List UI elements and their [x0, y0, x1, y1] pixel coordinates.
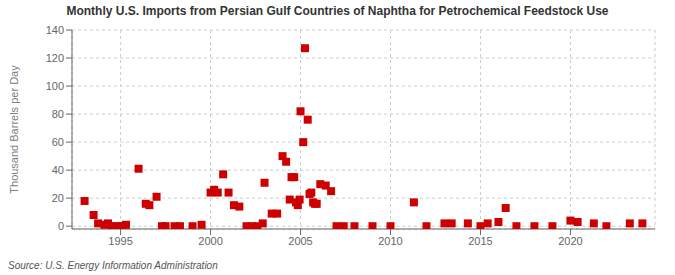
svg-text:2000: 2000: [198, 235, 222, 247]
svg-text:140: 140: [46, 24, 64, 36]
svg-text:2005: 2005: [288, 235, 312, 247]
svg-text:60: 60: [52, 136, 64, 148]
svg-text:2020: 2020: [558, 235, 582, 247]
svg-text:120: 120: [46, 52, 64, 64]
svg-text:2010: 2010: [378, 235, 402, 247]
svg-text:40: 40: [52, 164, 64, 176]
svg-text:Thousand Barrels per Day: Thousand Barrels per Day: [8, 65, 20, 194]
svg-text:100: 100: [46, 80, 64, 92]
html-text:Source: U.S. Energy Informatio: Source: U.S. Energy Information Administ…: [8, 260, 218, 271]
html-text:Monthly U.S. Imports from Pers: Monthly U.S. Imports from Persian Gulf C…: [66, 4, 609, 18]
svg-text:20: 20: [52, 192, 64, 204]
svg-text:1995: 1995: [108, 235, 132, 247]
svg-text:2015: 2015: [468, 235, 492, 247]
svg-text:80: 80: [52, 108, 64, 120]
svg-text:0: 0: [58, 220, 64, 232]
